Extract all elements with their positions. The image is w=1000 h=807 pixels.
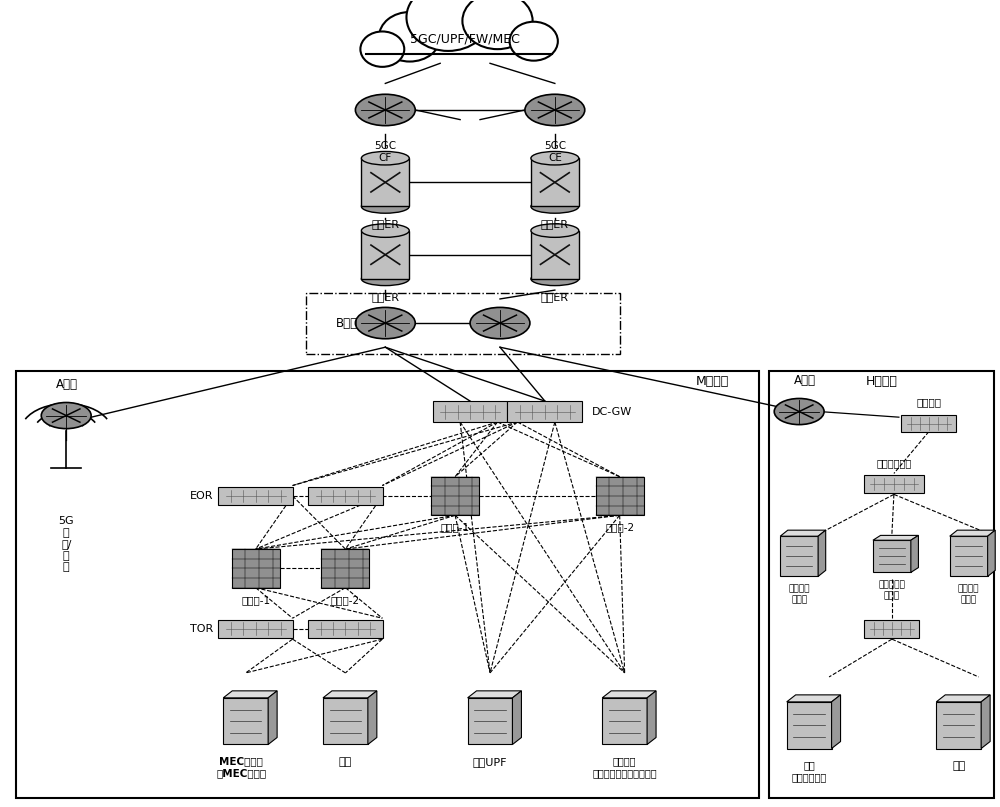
- Ellipse shape: [531, 272, 579, 286]
- Text: 省级ER: 省级ER: [371, 220, 399, 229]
- Text: DC-GW: DC-GW: [592, 407, 632, 416]
- Text: M地营区: M地营区: [696, 375, 729, 388]
- Text: 存储: 存储: [339, 756, 352, 767]
- Bar: [780, 536, 818, 576]
- Text: EOR: EOR: [190, 491, 213, 501]
- Ellipse shape: [525, 94, 585, 126]
- Polygon shape: [981, 695, 990, 749]
- Text: 城域ER: 城域ER: [541, 291, 569, 302]
- Bar: [468, 698, 512, 745]
- Circle shape: [510, 22, 558, 61]
- Text: 交换设备: 交换设备: [916, 398, 941, 408]
- Bar: [361, 231, 409, 279]
- Bar: [531, 231, 579, 279]
- Polygon shape: [780, 530, 826, 536]
- Bar: [223, 698, 268, 745]
- Text: B设备: B设备: [335, 316, 358, 329]
- Circle shape: [379, 12, 440, 61]
- Bar: [433, 402, 507, 421]
- Ellipse shape: [361, 224, 409, 237]
- Bar: [873, 540, 911, 572]
- Bar: [218, 487, 293, 505]
- Ellipse shape: [774, 399, 824, 424]
- Bar: [361, 158, 409, 207]
- Circle shape: [462, 0, 533, 49]
- Ellipse shape: [41, 403, 91, 429]
- Polygon shape: [787, 695, 841, 702]
- Text: 防火墙-1: 防火墙-1: [441, 522, 470, 533]
- Bar: [507, 402, 582, 421]
- Bar: [901, 415, 956, 433]
- Bar: [306, 292, 620, 353]
- Text: 跨网交换
服务器: 跨网交换 服务器: [788, 584, 810, 604]
- Text: MEC服务器
（MEC平台）: MEC服务器 （MEC平台）: [216, 756, 266, 778]
- Text: 跨网交换
服务器: 跨网交换 服务器: [958, 584, 979, 604]
- Polygon shape: [988, 530, 995, 576]
- Text: 计算
营区数据中心: 计算 营区数据中心: [792, 760, 827, 782]
- Text: 省级ER: 省级ER: [541, 220, 569, 229]
- Ellipse shape: [361, 199, 409, 213]
- Polygon shape: [223, 691, 277, 698]
- Circle shape: [406, 0, 490, 51]
- Polygon shape: [512, 691, 521, 745]
- Bar: [308, 487, 383, 505]
- Bar: [308, 620, 383, 638]
- Text: A设备: A设备: [56, 378, 78, 391]
- Polygon shape: [818, 530, 826, 576]
- Bar: [323, 698, 368, 745]
- Text: 5GC
CF: 5GC CF: [374, 141, 396, 162]
- Polygon shape: [911, 535, 918, 572]
- Bar: [596, 477, 644, 516]
- Ellipse shape: [355, 94, 415, 126]
- Bar: [864, 620, 919, 638]
- Polygon shape: [368, 691, 377, 745]
- Text: 存储: 存储: [952, 760, 965, 771]
- Text: 5GC
CE: 5GC CE: [544, 141, 566, 162]
- Text: 二维码影像
渡设备: 二维码影像 渡设备: [878, 580, 905, 600]
- Text: H地营区: H地营区: [866, 375, 898, 388]
- Ellipse shape: [355, 307, 415, 339]
- Bar: [864, 475, 924, 493]
- Bar: [769, 371, 994, 797]
- Bar: [936, 702, 981, 749]
- Ellipse shape: [361, 152, 409, 165]
- Text: 城域ER: 城域ER: [371, 291, 399, 302]
- Ellipse shape: [531, 224, 579, 237]
- Ellipse shape: [531, 199, 579, 213]
- Polygon shape: [323, 691, 377, 698]
- Bar: [321, 549, 369, 587]
- Bar: [531, 158, 579, 207]
- Polygon shape: [268, 691, 277, 745]
- Bar: [431, 477, 479, 516]
- Bar: [602, 698, 647, 745]
- Text: 安全配套
（恶意程序检测、漏扫）: 安全配套 （恶意程序检测、漏扫）: [592, 756, 657, 778]
- Text: 5GC/UPF/FW/MEC: 5GC/UPF/FW/MEC: [410, 33, 520, 46]
- Bar: [787, 702, 832, 749]
- Text: TOR: TOR: [190, 624, 213, 633]
- Ellipse shape: [531, 152, 579, 165]
- Polygon shape: [647, 691, 656, 745]
- Ellipse shape: [470, 307, 530, 339]
- Polygon shape: [950, 530, 995, 536]
- Polygon shape: [936, 695, 990, 702]
- Bar: [16, 371, 759, 797]
- Polygon shape: [832, 695, 841, 749]
- Text: 防火墙-1: 防火墙-1: [241, 595, 270, 604]
- Text: 防火墙-2: 防火墙-2: [605, 522, 634, 533]
- Text: 边缘UPF: 边缘UPF: [473, 756, 507, 767]
- Ellipse shape: [361, 272, 409, 286]
- Polygon shape: [602, 691, 656, 698]
- Text: 跨网交换设备: 跨网交换设备: [876, 458, 912, 468]
- Circle shape: [360, 31, 404, 67]
- Text: 防火墙-2: 防火墙-2: [331, 595, 360, 604]
- Polygon shape: [468, 691, 521, 698]
- Text: 5G
基
站/
室
分: 5G 基 站/ 室 分: [58, 516, 74, 572]
- Bar: [950, 536, 988, 576]
- Polygon shape: [873, 535, 918, 540]
- Bar: [218, 620, 293, 638]
- Text: A设备: A设备: [794, 374, 816, 387]
- Bar: [232, 549, 280, 587]
